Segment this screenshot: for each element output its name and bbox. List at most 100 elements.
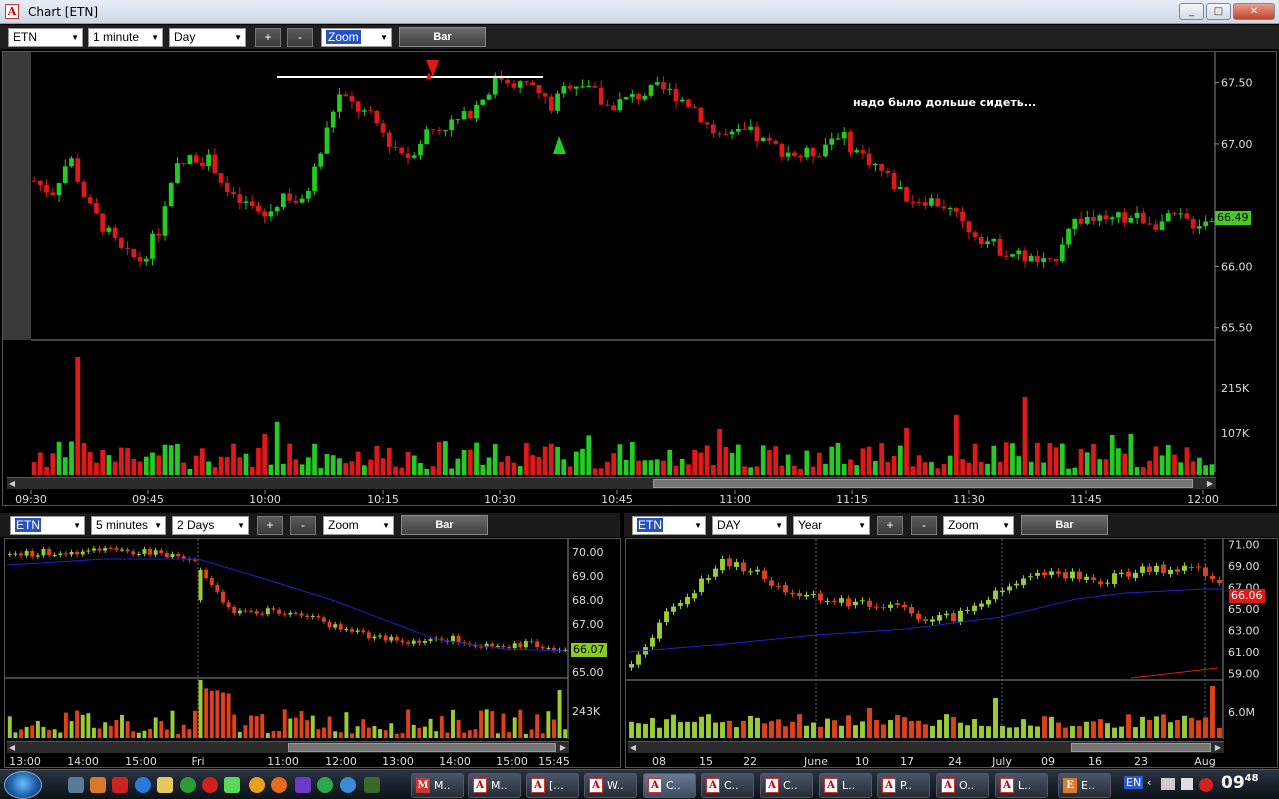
left-symbol-select[interactable]: ETN ▼ bbox=[10, 516, 85, 535]
bar-button[interactable]: Bar bbox=[399, 27, 486, 47]
icq-icon[interactable] bbox=[180, 777, 196, 793]
task-button-10[interactable]: A O.. bbox=[936, 773, 989, 798]
left-scroll-right-arrow[interactable]: ▶ bbox=[559, 743, 567, 752]
interval-select[interactable]: 1 minute ▼ bbox=[88, 28, 163, 47]
volume-bar bbox=[923, 724, 928, 738]
scroll-right-arrow[interactable]: ▶ bbox=[1206, 479, 1214, 488]
zoom-out-button[interactable]: - bbox=[287, 28, 313, 47]
volume-bar bbox=[192, 710, 197, 738]
left-bar-button[interactable]: Bar bbox=[401, 515, 488, 535]
task-button-4[interactable]: A W.. bbox=[584, 773, 637, 798]
app-quicklaunch-icon[interactable] bbox=[90, 777, 106, 793]
task-button-12[interactable]: E E.. bbox=[1058, 773, 1111, 798]
price-tick-label: 70.00 bbox=[572, 546, 604, 559]
main-candlestick-chart[interactable]: 67.50 67.00 66.00 65.50 215K 107K 09:30 09:45 10… bbox=[3, 52, 1278, 507]
tool-icon[interactable] bbox=[364, 777, 380, 793]
minimize-button[interactable]: _ bbox=[1179, 3, 1204, 20]
range-select[interactable]: Day ▼ bbox=[169, 28, 246, 47]
zoom-in-button[interactable]: + bbox=[255, 28, 281, 47]
right-scroll-left-arrow[interactable]: ◀ bbox=[629, 743, 637, 752]
left-interval-select[interactable]: 5 minutes ▼ bbox=[91, 516, 166, 535]
right-zoom-out-button[interactable]: - bbox=[911, 516, 937, 535]
task-button-8[interactable]: A L.. bbox=[819, 773, 872, 798]
left-mode-select[interactable]: Zoom ▼ bbox=[323, 516, 394, 535]
chart-gripper[interactable] bbox=[3, 52, 31, 340]
right-bar-button[interactable]: Bar bbox=[1021, 515, 1108, 535]
volume-bar bbox=[542, 446, 548, 475]
vs-icon[interactable] bbox=[295, 777, 311, 793]
clock[interactable]: 0948 bbox=[1221, 773, 1259, 793]
ie-icon[interactable] bbox=[135, 777, 151, 793]
torrent-icon[interactable] bbox=[317, 777, 333, 793]
volume-bar bbox=[455, 458, 461, 475]
volume-bar bbox=[671, 714, 676, 738]
volume-tick-label: 107K bbox=[1221, 427, 1250, 440]
start-button[interactable] bbox=[4, 771, 42, 799]
mode-select[interactable]: Zoom ▼ bbox=[321, 28, 392, 47]
main-scrollbar[interactable]: ◀ ▶ bbox=[7, 477, 1216, 489]
volume-bar bbox=[411, 455, 417, 475]
left-scroll-left-arrow[interactable]: ◀ bbox=[8, 743, 16, 752]
left-range-select[interactable]: 2 Days ▼ bbox=[172, 516, 249, 535]
volume-bar bbox=[798, 468, 803, 475]
right-scroll-right-arrow[interactable]: ▶ bbox=[1214, 743, 1222, 752]
volume-bar bbox=[937, 719, 942, 738]
volume-bar bbox=[605, 461, 610, 475]
price-candle bbox=[181, 163, 187, 165]
task-button-1[interactable]: M M.. bbox=[411, 773, 464, 798]
volume-bar bbox=[467, 449, 473, 475]
task-button-3[interactable]: A [... bbox=[526, 773, 579, 798]
show-desktop-icon[interactable] bbox=[68, 777, 84, 793]
tray-expand-icon[interactable]: ‹ bbox=[1147, 776, 1152, 789]
volume-bar bbox=[679, 458, 685, 475]
price-candle bbox=[505, 79, 511, 84]
search-icon[interactable] bbox=[340, 777, 356, 793]
right-scroll-thumb[interactable] bbox=[1071, 743, 1211, 752]
volume-bar bbox=[243, 725, 248, 738]
maximize-button[interactable]: □ bbox=[1206, 3, 1231, 20]
time-tick-label: 14:00 bbox=[67, 755, 99, 768]
scroll-thumb[interactable] bbox=[653, 479, 1193, 488]
price-candle bbox=[767, 137, 772, 141]
volume-bar bbox=[176, 733, 181, 738]
flag-icon[interactable] bbox=[1161, 778, 1175, 790]
left-candlestick-chart[interactable]: 70.00 69.00 68.00 67.00 65.00 243K 13:00 14:00 1… bbox=[5, 539, 622, 769]
folder-icon[interactable] bbox=[157, 777, 173, 793]
right-scrollbar[interactable]: ◀ ▶ bbox=[628, 741, 1224, 753]
left-zoom-out-button[interactable]: - bbox=[290, 516, 316, 535]
volume-bar bbox=[1059, 443, 1065, 475]
left-scroll-thumb[interactable] bbox=[288, 743, 556, 752]
language-indicator[interactable]: EN bbox=[1124, 776, 1144, 789]
chrome-icon[interactable] bbox=[249, 777, 265, 793]
volume-icon[interactable] bbox=[1181, 778, 1193, 790]
task-button-6[interactable]: A C.. bbox=[701, 773, 754, 798]
price-candle bbox=[629, 664, 634, 668]
firefox-icon[interactable] bbox=[271, 777, 287, 793]
volume-bar bbox=[636, 723, 641, 738]
right-range-select[interactable]: Year ▼ bbox=[793, 516, 870, 535]
right-interval-select[interactable]: DAY ▼ bbox=[712, 516, 787, 535]
right-mode-select[interactable]: Zoom ▼ bbox=[943, 516, 1014, 535]
opera-icon[interactable] bbox=[202, 777, 218, 793]
right-zoom-in-button[interactable]: + bbox=[877, 516, 903, 535]
left-zoom-in-button[interactable]: + bbox=[257, 516, 283, 535]
browser-quicklaunch-icon[interactable] bbox=[112, 777, 128, 793]
right-symbol-select[interactable]: ETN ▼ bbox=[632, 516, 706, 535]
symbol-select[interactable]: ETN ▼ bbox=[8, 28, 83, 47]
left-scrollbar[interactable]: ◀ ▶ bbox=[7, 741, 569, 753]
task-button-5[interactable]: A C.. bbox=[643, 773, 696, 798]
task-button-9[interactable]: A P.. bbox=[877, 773, 930, 798]
green-app-icon[interactable] bbox=[224, 777, 240, 793]
opera-tray-icon[interactable] bbox=[1199, 778, 1213, 792]
price-candle bbox=[997, 238, 1003, 256]
volume-bar bbox=[1165, 445, 1171, 475]
price-candle bbox=[120, 549, 124, 551]
task-button-11[interactable]: A L.. bbox=[995, 773, 1048, 798]
right-candlestick-chart[interactable]: 71.0069.0067.0065.0063.0061.0059.006.0M0… bbox=[626, 539, 1279, 769]
volume-bar bbox=[153, 717, 158, 738]
scroll-left-arrow[interactable]: ◀ bbox=[8, 479, 16, 488]
task-button-7[interactable]: A C.. bbox=[760, 773, 813, 798]
close-button[interactable]: ✕ bbox=[1233, 3, 1275, 20]
task-button-2[interactable]: A M.. bbox=[468, 773, 521, 798]
price-candle bbox=[243, 610, 248, 612]
